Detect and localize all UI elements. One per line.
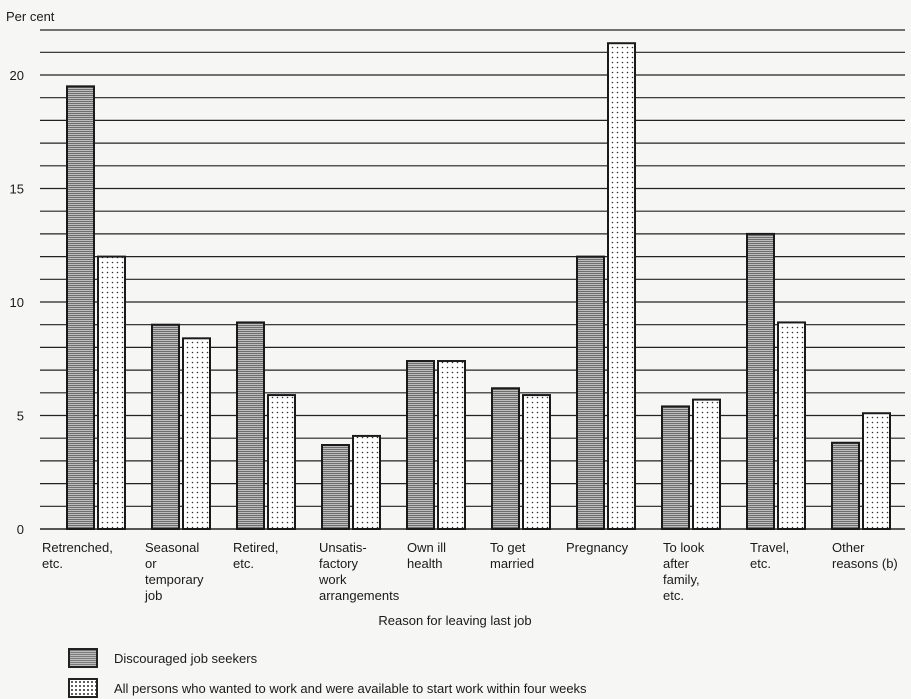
bar-discouraged [661,405,690,531]
legend-item-discouraged: Discouraged job seekers [68,648,257,668]
bar-all-persons [182,337,211,530]
bar-all-persons [352,434,381,530]
bar-discouraged [236,321,265,530]
legend-label: All persons who wanted to work and were … [114,680,587,696]
legend-swatch-dotted [68,678,98,698]
category-label: To get married [490,540,534,571]
bar-discouraged [66,85,95,530]
category-label: Unsatis-factory work arrangements [318,540,400,603]
bar-discouraged [406,360,435,530]
category-label: Travel, etc. [750,540,789,571]
legend-item-all-persons: All persons who wanted to work and were … [68,678,587,698]
category-label: Seasonal or temporary job [144,540,204,603]
bars [66,42,891,531]
category-label: Retrenched, etc. [42,540,113,571]
category-label: Pregnancy [566,540,629,555]
legend-label: Discouraged job seekers [114,650,258,666]
bar-all-persons [522,394,551,530]
category-label: To look after family, etc. [663,540,705,603]
chart-svg: Per cent 0 5 10 15 20 Retrenched, etc. Seasona… [6,9,905,628]
bar-all-persons [692,398,721,530]
bar-all-persons [862,412,891,531]
y-tick-label: 20 [10,68,24,83]
bar-all-persons [97,255,126,530]
y-tick-label: 0 [17,522,24,537]
x-axis-title: Reason for leaving last job [378,613,531,628]
y-tick-label: 10 [10,295,24,310]
category-label: Own ill health [407,540,446,571]
bar-all-persons [437,360,466,530]
bar-discouraged [831,441,860,530]
category-labels: Retrenched, etc. Seasonal or temporary job Ret… [42,540,898,603]
category-label: Retired, etc. [233,540,279,571]
bar-all-persons [267,394,296,530]
bar-discouraged [491,387,520,531]
y-tick-labels: 0 5 10 15 20 [10,68,24,537]
y-tick-label: 5 [17,409,24,424]
category-label: Other reasons (b) [832,540,898,571]
bar-discouraged [746,232,775,530]
legend-swatch-hatched [68,648,98,668]
bar-all-persons [777,321,806,530]
y-tick-label: 15 [10,182,24,197]
y-axis-title: Per cent [6,9,55,24]
bar-discouraged [321,444,350,531]
bar-all-persons [607,42,636,530]
bar-discouraged [151,323,180,531]
bar-discouraged [576,255,605,530]
